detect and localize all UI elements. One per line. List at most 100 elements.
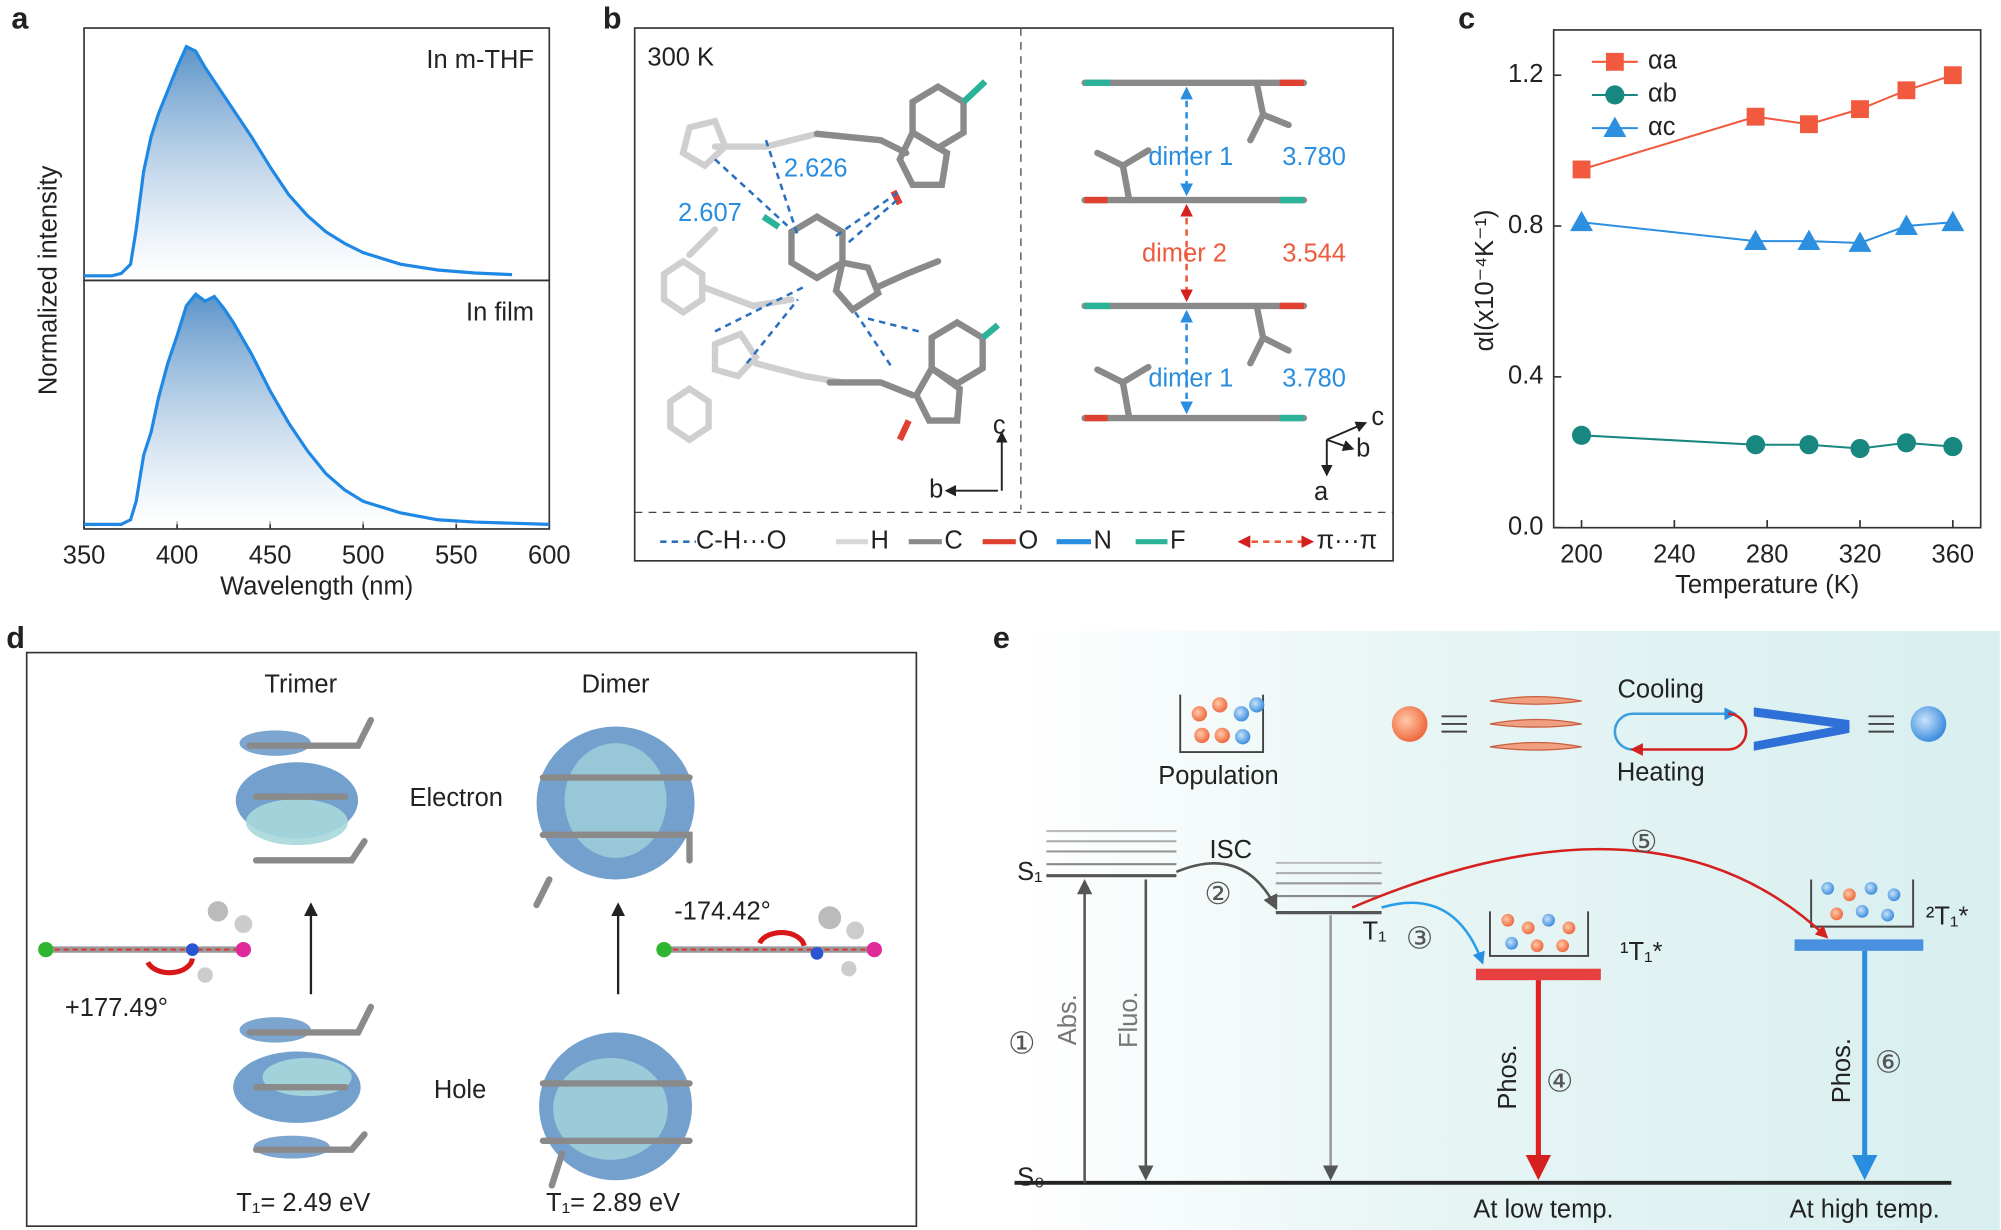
- hbonds: [714, 139, 920, 371]
- y-tick-label: 0.8: [1508, 211, 1543, 239]
- dimer-label: dimer 1: [1148, 365, 1233, 393]
- y-tick-label: 1.2: [1508, 60, 1543, 88]
- axis-label: c: [1371, 403, 1384, 431]
- chain: [826, 379, 916, 399]
- legend-marker: [1603, 116, 1627, 138]
- annotation: In film: [466, 298, 534, 326]
- axis-label: b: [1356, 435, 1370, 463]
- state-label: T₁: [1362, 918, 1386, 946]
- legend-label: H: [870, 526, 888, 554]
- point: [1570, 210, 1594, 232]
- dimer-label: dimer 2: [1142, 240, 1227, 268]
- axis-arrow: [1326, 438, 1355, 452]
- molecule-side: [656, 906, 882, 977]
- series-line: [84, 292, 550, 526]
- point: [1943, 66, 1962, 85]
- point: [1850, 438, 1870, 459]
- x-axis-label: Temperature (K): [1675, 571, 1859, 599]
- isc-arrow: [1175, 862, 1278, 911]
- population-particles: [1191, 697, 1265, 745]
- ring: [896, 128, 951, 189]
- x-tick-label: 280: [1746, 540, 1789, 568]
- point: [1943, 437, 1963, 457]
- state-label: S₁: [1017, 858, 1043, 886]
- panel-frame: [633, 27, 1394, 562]
- twisted-dimer: [1753, 707, 1850, 751]
- ring: [711, 330, 760, 380]
- step-number: ④: [1546, 1064, 1573, 1098]
- panel-label: b: [603, 1, 622, 35]
- condition-label: At high temp.: [1790, 1196, 1940, 1224]
- equiv: [1868, 715, 1895, 733]
- dimer-distance: 3.544: [1282, 240, 1346, 268]
- series-line: [1581, 74, 1954, 171]
- x-tick-label: 350: [63, 542, 106, 570]
- point: [1746, 107, 1765, 126]
- axis-label: a: [1314, 478, 1329, 506]
- y-tick-label: 0.0: [1508, 512, 1543, 540]
- panel-d: Trimer Dimer Electron Hole +177.49° -174…: [25, 651, 918, 1228]
- point: [1797, 229, 1821, 251]
- point: [1941, 210, 1965, 232]
- population-particles: [1821, 882, 1901, 922]
- legend-label: C-H···O: [696, 526, 787, 554]
- step3-arrow: [1381, 901, 1485, 965]
- legend-label: αb: [1648, 80, 1677, 108]
- ring: [912, 363, 964, 424]
- panel-label: d: [6, 621, 25, 655]
- s1-levels: [1046, 830, 1177, 878]
- state-label: ²T₁*: [1926, 902, 1969, 930]
- point: [1744, 229, 1768, 251]
- t1-levels: [1275, 861, 1382, 915]
- dimer-distance: 3.780: [1282, 143, 1346, 171]
- red-state-icon: [1391, 706, 1428, 742]
- point: [1848, 231, 1872, 252]
- legend-label: αc: [1648, 113, 1676, 141]
- annotation: In m-THF: [426, 46, 534, 74]
- x-tick-label: 400: [156, 542, 199, 570]
- ring: [832, 258, 883, 314]
- x-tick-label: 450: [249, 542, 292, 570]
- spectrum-fill: [84, 294, 550, 525]
- chain: [874, 258, 942, 290]
- panel-e: Population Cooling Heating S₁ S₀ T₁ ISC …: [1008, 630, 2000, 1230]
- t1-low-level: [1475, 968, 1601, 981]
- ring: [667, 384, 712, 444]
- x-tick-label: 600: [528, 542, 571, 570]
- state-label: S₀: [1017, 1164, 1045, 1192]
- series-line: [1581, 221, 1953, 245]
- legend-label: N: [1094, 526, 1112, 554]
- point: [1571, 425, 1592, 445]
- legend-label: αa: [1648, 47, 1678, 75]
- x-tick-label: 360: [1932, 540, 1975, 568]
- phos-label: Phos.: [1494, 1044, 1522, 1109]
- population-label: Population: [1158, 762, 1278, 790]
- orbital-dimer-hole: [539, 1032, 693, 1189]
- state-label: ¹T₁*: [1620, 938, 1663, 966]
- step-number: ③: [1406, 922, 1433, 956]
- orbital-dimer-electron: [533, 726, 695, 909]
- legend-label: C: [944, 526, 962, 554]
- series-line: [84, 44, 513, 278]
- step-number: ①: [1008, 1026, 1035, 1060]
- point: [1799, 435, 1819, 455]
- point: [1897, 81, 1916, 100]
- temperature: 300 K: [647, 43, 714, 71]
- chain: [1094, 147, 1152, 204]
- plot-frame: [83, 279, 551, 530]
- x-tick-label: 500: [342, 542, 385, 570]
- y-axis-label: Normalized intensity: [34, 165, 62, 395]
- chain: [1094, 363, 1152, 422]
- axis-arrow: [1326, 421, 1368, 441]
- bond: [761, 214, 781, 230]
- t1-high-level: [1794, 939, 1924, 951]
- row-label: Hole: [434, 1076, 486, 1104]
- step5-arrow: [1351, 847, 1829, 939]
- blue-state-icon: [1910, 706, 1947, 742]
- molecules-left: [660, 79, 1000, 444]
- legend-label: O: [1018, 526, 1038, 554]
- population-box: [1488, 911, 1590, 957]
- heating-label: Heating: [1617, 758, 1705, 786]
- bond: [961, 79, 988, 105]
